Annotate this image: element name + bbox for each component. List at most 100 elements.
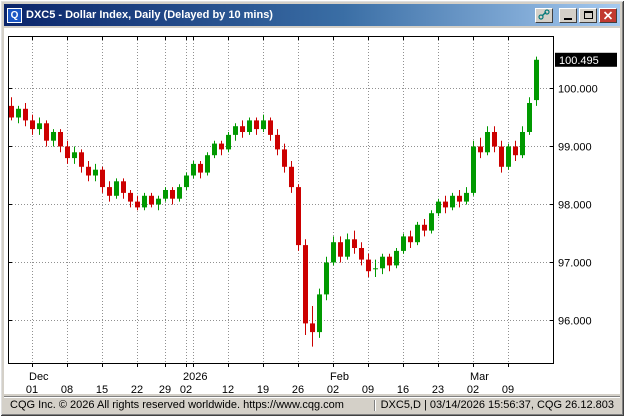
candle-body (58, 131, 63, 147)
candle-body (380, 256, 385, 269)
x-axis-month-label: Mar (470, 371, 489, 383)
x-axis-day-label: 09 (502, 384, 514, 394)
app-icon-letter: Q (10, 9, 19, 21)
title-bar[interactable]: Q DXC5 - Dollar Index, Daily (Delayed by… (4, 4, 620, 26)
candle-body (198, 163, 203, 173)
x-axis-day-label: 09 (362, 384, 374, 394)
candle-body (135, 201, 140, 208)
x-axis-day-label: 08 (61, 384, 73, 394)
candle-body (156, 198, 161, 205)
candle-body (72, 152, 77, 159)
y-axis-label: 100.000 (558, 84, 598, 96)
candle-body (51, 131, 56, 141)
candle-body (408, 236, 413, 243)
x-axis-month-label: 2026 (183, 371, 207, 383)
window-title: DXC5 - Dollar Index, Daily (Delayed by 1… (26, 9, 273, 21)
x-axis-day-label: 01 (26, 384, 38, 394)
candlestick-chart[interactable]: 100.000 99.000 98.000 97.000 96.000 100.495 De… (4, 28, 620, 396)
candle-body (247, 120, 252, 132)
x-axis-month-label: Feb (330, 371, 349, 383)
candle-body (513, 146, 518, 156)
candle-body (16, 108, 21, 118)
minimize-button[interactable] (559, 7, 577, 23)
titlebar-buttons (533, 7, 617, 23)
current-price-tag (555, 52, 617, 67)
candle-body (338, 242, 343, 257)
status-divider (373, 399, 375, 411)
plot-border (8, 36, 554, 364)
y-axis-label: 97.000 (558, 258, 592, 270)
x-axis-day-label: 12 (222, 384, 234, 394)
x-axis-day-label: 26 (292, 384, 304, 394)
candle-body (121, 181, 126, 193)
candle-body (177, 187, 182, 199)
status-symbol-timestamp: DXC5,D | 03/14/2026 15:56:37, CQG 26.12.… (380, 399, 614, 411)
candle-body (422, 224, 427, 231)
candle-body (303, 245, 308, 324)
x-axis-day-label: 02 (327, 384, 339, 394)
candle-body (30, 120, 35, 130)
candle-body (317, 294, 322, 333)
candle-body (226, 134, 231, 150)
plot-background (8, 36, 554, 364)
candle-body (352, 239, 357, 248)
x-axis-day-label: 15 (96, 384, 108, 394)
candle-body (534, 59, 539, 101)
candle-body (268, 120, 273, 135)
candle-body (170, 189, 175, 199)
candle-body (9, 105, 14, 118)
candle-body (296, 187, 301, 246)
candle-body (44, 123, 49, 141)
candle-body (254, 120, 259, 130)
candle-body (436, 201, 441, 214)
close-button[interactable] (599, 7, 617, 23)
candle-body (86, 166, 91, 176)
candle-body (471, 146, 476, 193)
y-axis-label: 98.000 (558, 200, 592, 212)
candle-body (191, 163, 196, 176)
candle-body (506, 146, 511, 167)
candle-body (205, 155, 210, 173)
candle-body (499, 146, 504, 167)
maximize-button[interactable] (579, 7, 597, 23)
candle-body (443, 201, 448, 208)
candle-body (492, 131, 497, 147)
current-price-label: 100.495 (559, 55, 599, 67)
candle-body (93, 169, 98, 176)
y-axis-label: 96.000 (558, 316, 592, 328)
candle-body (23, 108, 28, 121)
candle-body (310, 323, 315, 333)
chart-area[interactable]: 100.000 99.000 98.000 97.000 96.000 100.495 De… (4, 28, 620, 396)
x-axis-day-label: 29 (159, 384, 171, 394)
candle-body (219, 143, 224, 150)
link-button[interactable] (535, 7, 553, 23)
candle-body (240, 126, 245, 132)
candle-body (100, 169, 105, 188)
candle-body (387, 256, 392, 266)
candle-body (107, 187, 112, 196)
candle-body (282, 149, 287, 167)
candle-body (275, 134, 280, 150)
x-axis-day-label: 19 (257, 384, 269, 394)
candle-body (261, 120, 266, 130)
candle-body (478, 146, 483, 153)
candle-body (464, 192, 469, 202)
x-axis-day-label: 22 (131, 384, 143, 394)
candle-body (429, 213, 434, 231)
candle-body (324, 262, 329, 295)
minimize-icon (564, 17, 572, 20)
candle-body (163, 189, 168, 199)
candle-body (415, 224, 420, 243)
x-axis-day-label: 02 (180, 384, 192, 394)
candle-body (65, 146, 70, 159)
candle-body (149, 195, 154, 205)
candle-body (520, 131, 525, 156)
candle-body (289, 166, 294, 188)
x-axis-day-label: 02 (467, 384, 479, 394)
x-axis-day-label: 23 (432, 384, 444, 394)
candle-body (331, 242, 336, 263)
candle-body (485, 131, 490, 153)
status-bar: CQG Inc. © 2026 All rights reserved worl… (4, 396, 620, 413)
candle-body (366, 259, 371, 272)
